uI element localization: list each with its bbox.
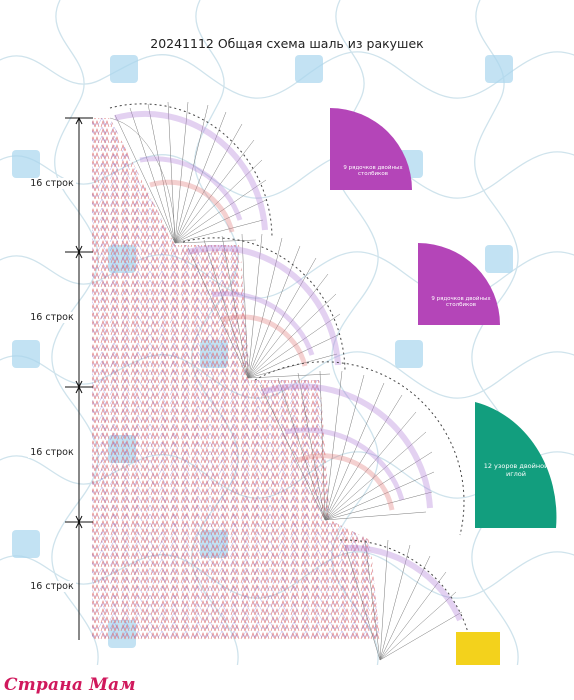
legend-shape-magenta-2 [418, 243, 500, 325]
diagram-title: 20241112 Общая схема шаль из ракушек [150, 36, 424, 51]
ruler-label-2: 16 строк [28, 312, 76, 323]
stitch-grid-body [92, 118, 380, 640]
legend-shape-2-text: 9 рядочков двойных столбиков [431, 296, 491, 308]
ruler-label-3: 16 строк [28, 447, 76, 458]
site-watermark: Страна Мам [4, 675, 136, 695]
shell-fan-4 [339, 539, 471, 661]
ruler-label-4: 16 строк [28, 581, 76, 592]
legend-shape-teal [475, 402, 557, 528]
shell-fan-1 [109, 101, 273, 244]
ruler-label-1: 16 строк [28, 178, 76, 189]
legend-shape-magenta-1 [330, 108, 412, 190]
shell-fan-3 [254, 361, 465, 536]
shell-fan-2 [182, 233, 346, 379]
legend-shape-3-text: 12 узоров двойной иглой [483, 462, 549, 478]
legend-shape-yellow [456, 632, 500, 665]
bottom-strip [0, 665, 574, 700]
row-ruler [65, 116, 93, 640]
legend-shape-1-text: 9 рядочков двойных столбиков [343, 165, 403, 177]
